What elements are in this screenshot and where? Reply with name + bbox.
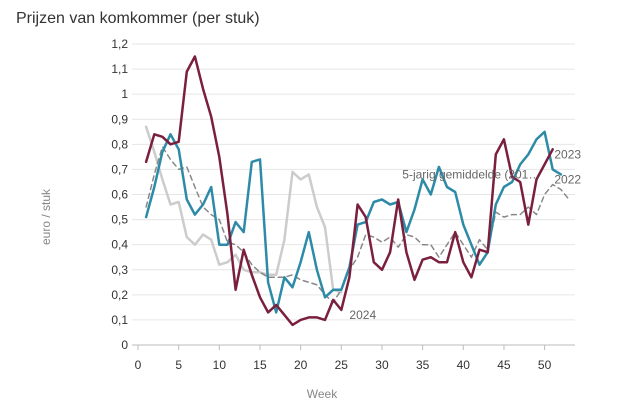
y-tick-label: 0,7 xyxy=(111,162,128,176)
gridlines xyxy=(132,43,575,350)
series-label: 5-jarig gemiddelde (201… xyxy=(402,167,540,181)
x-tick-label: 35 xyxy=(416,358,430,372)
x-tick-label: 25 xyxy=(335,358,349,372)
series-line-5-jarig-gemiddelde-201 xyxy=(145,146,570,304)
series-label: 2023 xyxy=(554,147,581,161)
x-tick-label: 15 xyxy=(253,358,267,372)
x-tick-label: 0 xyxy=(135,358,142,372)
series-lines xyxy=(144,55,570,327)
x-axis-title: Week xyxy=(307,387,338,401)
y-tick-label: 0,5 xyxy=(111,213,128,227)
y-tick-label: 0 xyxy=(121,338,128,352)
x-tick-label: 10 xyxy=(213,358,227,372)
y-tick-label: 0,4 xyxy=(111,238,128,252)
x-tick-label: 5 xyxy=(175,358,182,372)
y-tick-label: 1,1 xyxy=(111,62,128,76)
series-line-2022 xyxy=(144,130,563,314)
x-tick-label: 20 xyxy=(294,358,308,372)
y-tick-label: 1,2 xyxy=(111,37,128,51)
y-tick-label: 0,2 xyxy=(111,288,128,302)
series-line-2024 xyxy=(144,125,343,294)
y-tick-label: 0,1 xyxy=(111,313,128,327)
x-tick-label: 45 xyxy=(497,358,511,372)
y-tick-label: 0,3 xyxy=(111,263,128,277)
y-tick-label: 0,8 xyxy=(111,137,128,151)
series-line-2023 xyxy=(144,55,554,327)
y-tick-label: 0,9 xyxy=(111,112,128,126)
x-tick-label: 30 xyxy=(375,358,389,372)
y-axis-title: euro / stuk xyxy=(39,188,53,245)
y-tick-label: 0,6 xyxy=(111,188,128,202)
chart-title: Prijzen van komkommer (per stuk) xyxy=(16,10,260,27)
y-tick-label: 1 xyxy=(121,87,128,101)
series-label: 2024 xyxy=(349,308,376,322)
x-tick-label: 50 xyxy=(538,358,552,372)
tick-labels: 0 0,1 0,2 0,3 0,4 0,5 0,6 0,7 0,8 0,9 1 1,1 1,2 0 5 10 1… xyxy=(111,37,551,372)
series-label: 2022 xyxy=(554,172,581,186)
series-labels: 2024 5-jarig gemiddelde (201… 2022 2023 xyxy=(349,147,581,322)
x-tick-label: 40 xyxy=(457,358,471,372)
